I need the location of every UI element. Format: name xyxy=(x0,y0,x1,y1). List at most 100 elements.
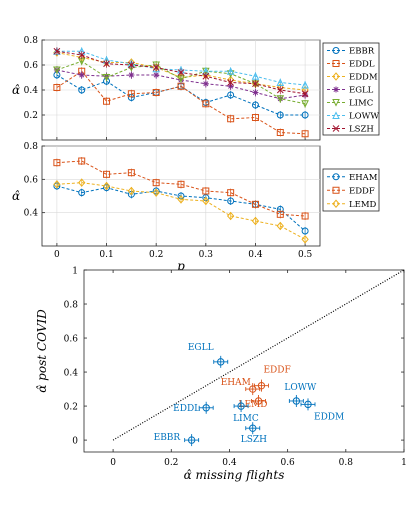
middle-line-panel: 0.4 0.6 0.8 0 0.1 0.2 0.3 0.4 0.5 α̂ p EHAM EDDF LEMD xyxy=(12,142,380,273)
data-point-egll xyxy=(252,89,259,96)
legend-marker xyxy=(332,173,340,181)
data-point-eddf xyxy=(177,180,185,188)
data-point-eddl xyxy=(202,100,210,108)
data-point-lszh xyxy=(301,90,309,98)
data-point-eddl xyxy=(53,84,61,91)
series-line-eddl xyxy=(56,70,306,135)
data-point-eham xyxy=(301,227,309,235)
data-point-eddl xyxy=(103,97,111,105)
series-line-eddf xyxy=(56,160,306,217)
data-point-ebbr xyxy=(276,111,284,119)
data-point-lemd xyxy=(301,235,309,244)
y-tick-label: 0.8 xyxy=(24,36,39,46)
y-tick-label: 0.8 xyxy=(24,142,39,152)
data-point-lszh xyxy=(252,80,259,88)
data-point-lszh xyxy=(78,51,86,59)
data-point-lemd xyxy=(202,196,210,206)
data-point-eddf xyxy=(152,179,160,187)
data-point-eddf xyxy=(103,170,111,178)
y-axis-label: α̂ post COVID xyxy=(35,309,49,393)
data-point-limc xyxy=(102,74,111,82)
legend-label: EHAM xyxy=(349,173,378,183)
data-point-ebbr xyxy=(78,86,86,94)
data-point-loww xyxy=(301,80,309,89)
y-tick-label: 0.4 xyxy=(24,209,39,219)
data-point-lemd xyxy=(78,178,86,187)
data-point-egll xyxy=(153,72,160,78)
data-point-eddf xyxy=(276,210,284,218)
legend-marker xyxy=(332,47,340,54)
data-point-lszh xyxy=(177,69,185,76)
data-point-eddl xyxy=(301,130,309,138)
data-point-lszh xyxy=(202,72,210,80)
point-label: EDDF xyxy=(263,366,290,376)
data-point-eddf xyxy=(127,169,135,177)
x-tick-label: 0.4 xyxy=(248,250,263,260)
data-point-lemd xyxy=(53,180,61,189)
legend-label: EDDM xyxy=(349,73,378,83)
legend-label: LEMD xyxy=(349,200,377,210)
point-label: EGLL xyxy=(188,343,214,353)
data-point-lszh xyxy=(128,61,135,69)
data-point-loww xyxy=(226,67,235,75)
data-point-limc xyxy=(301,100,309,108)
legend-marker xyxy=(332,199,340,209)
data-point-lszh xyxy=(152,64,160,71)
data-point-lemd xyxy=(226,211,235,221)
legend-label: EBBR xyxy=(349,47,375,57)
data-point-eddf xyxy=(227,189,235,197)
data-point-lszh xyxy=(227,79,234,86)
data-point-lemd xyxy=(251,216,260,226)
legend-marker xyxy=(332,99,340,107)
point-label: EBBR xyxy=(154,433,181,443)
data-point-eddf xyxy=(53,159,61,167)
x-tick-label: 0.3 xyxy=(199,250,214,260)
data-point-ebbr xyxy=(251,101,259,109)
scatter-point-limc xyxy=(237,402,245,410)
y-tick-label: 0.2 xyxy=(64,403,78,413)
data-point-egll xyxy=(128,72,135,78)
data-point-lemd xyxy=(276,221,284,231)
y-tick-label: 1 xyxy=(72,267,78,277)
x-tick-label: 0.6 xyxy=(280,458,295,468)
top-line-panel: 0.2 0.4 0.6 0.8 α̂ EBBR EDDL EDDM EGLL LIMC LOWW LS… xyxy=(12,36,380,141)
y-tick-label: 0.6 xyxy=(24,175,39,185)
y-tick-label: 0 xyxy=(72,437,78,447)
y-tick-label: 0.4 xyxy=(64,369,79,379)
x-tick-label: 0.2 xyxy=(149,250,163,260)
data-point-limc xyxy=(53,66,61,75)
data-point-eddl xyxy=(152,89,160,96)
scatter-point-eddm xyxy=(304,400,312,409)
data-point-eddl xyxy=(227,115,235,123)
point-label: LIMC xyxy=(233,414,259,424)
y-tick-label: 0.6 xyxy=(64,335,79,345)
data-point-eddf xyxy=(202,187,210,195)
scatter-point-lszh xyxy=(249,424,257,432)
scatter-point-eddf xyxy=(257,381,266,390)
data-point-egll xyxy=(202,80,209,87)
x-axis-label: p xyxy=(177,259,185,273)
data-point-lszh xyxy=(276,86,284,94)
point-label: EDDM xyxy=(314,412,344,422)
legend-marker xyxy=(332,111,340,119)
data-point-lemd xyxy=(152,188,160,197)
x-tick-label: 0.5 xyxy=(298,250,313,260)
legend-label: LIMC xyxy=(349,99,373,109)
data-point-lemd xyxy=(127,186,136,196)
legend-label: EDDL xyxy=(349,60,375,70)
scatter-point-lemd xyxy=(254,397,263,405)
data-point-lemd xyxy=(102,181,111,191)
data-point-eddl xyxy=(251,114,259,121)
x-tick-label: 0.8 xyxy=(339,458,354,468)
data-point-limc xyxy=(276,95,285,103)
y-axis-label: α̂ xyxy=(12,189,20,203)
data-point-ebbr xyxy=(227,91,235,99)
x-axis-label: α̂ missing flights xyxy=(184,468,285,482)
scatter-point-loww xyxy=(292,397,301,405)
x-tick-label: 0 xyxy=(110,458,116,468)
data-point-eddl xyxy=(276,129,284,136)
point-label: LEMD xyxy=(239,400,268,410)
legend-label: EDDF xyxy=(349,186,375,196)
data-point-egll xyxy=(78,72,85,78)
